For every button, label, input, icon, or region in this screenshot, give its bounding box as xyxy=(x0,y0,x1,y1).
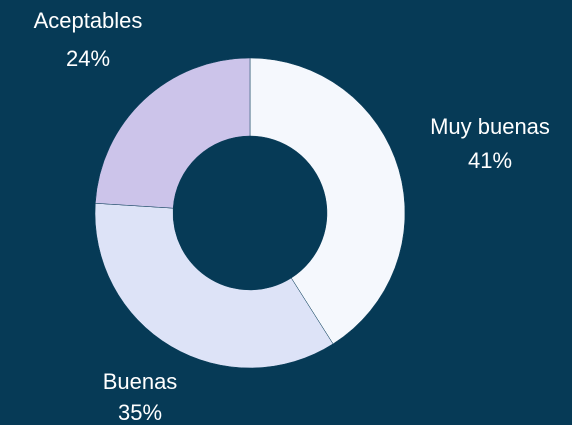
slice-value-label: 41% xyxy=(468,148,512,173)
slice-value-label: 35% xyxy=(118,400,162,425)
slice-label: Muy buenas xyxy=(430,114,550,139)
slice-label: Buenas xyxy=(103,369,178,394)
donut-slice xyxy=(95,57,251,209)
slice-label: Aceptables xyxy=(34,8,143,33)
slice-value-label: 24% xyxy=(66,46,110,71)
donut-slice xyxy=(94,203,334,369)
donut-slice xyxy=(249,57,406,345)
